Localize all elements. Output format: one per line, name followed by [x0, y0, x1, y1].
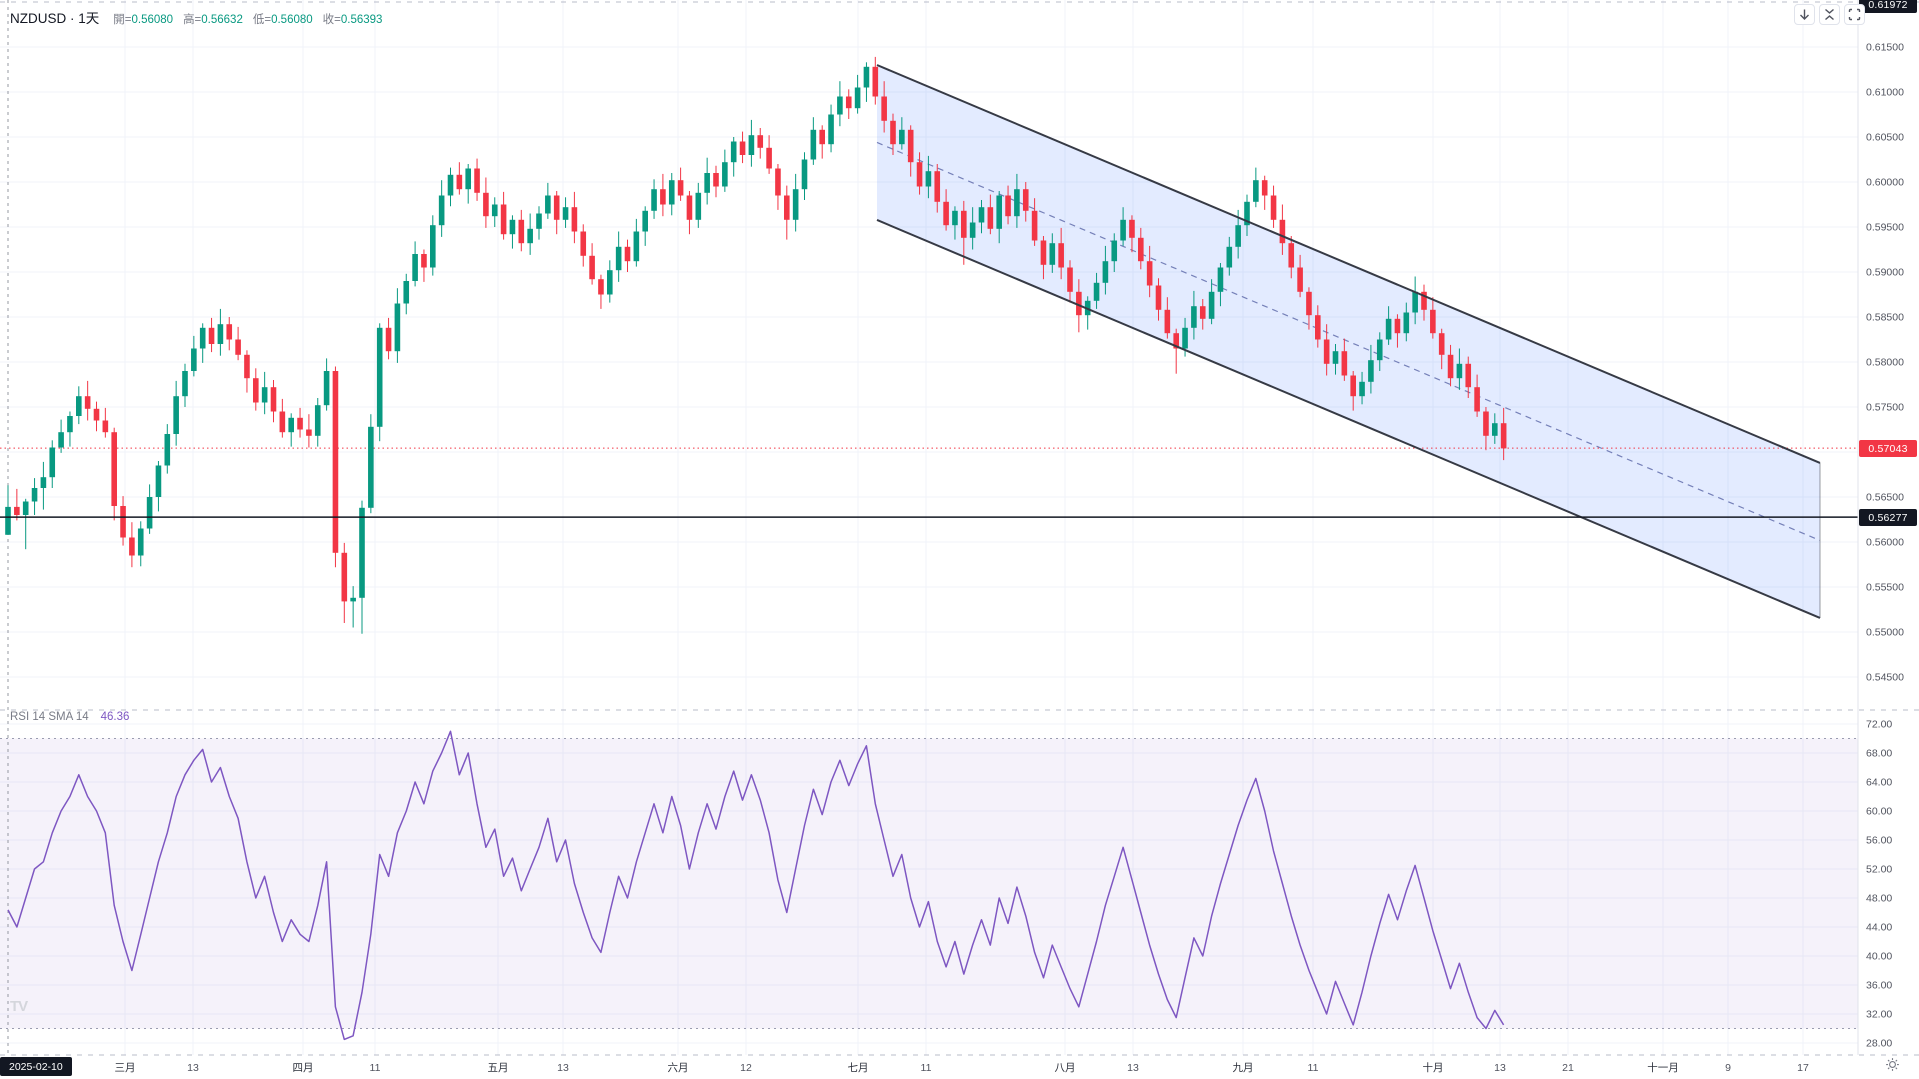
svg-text:13: 13 — [557, 1062, 569, 1074]
svg-text:三月: 三月 — [115, 1062, 136, 1074]
svg-text:32.00: 32.00 — [1866, 1009, 1892, 1021]
svg-text:17: 17 — [1797, 1062, 1809, 1074]
svg-text:八月: 八月 — [1055, 1062, 1076, 1074]
last-price-axis-label: 0.57043 — [1859, 440, 1917, 457]
svg-text:0.56000: 0.56000 — [1866, 537, 1904, 549]
ohlc-values: 開=0.56080 高=0.56632 低=0.56080 收=0.56393 — [113, 11, 382, 27]
maximize-pane-button[interactable] — [1844, 4, 1865, 25]
grid-lines — [0, 0, 1858, 1055]
top-price-axis-label: 0.61972 — [1859, 0, 1917, 13]
svg-text:9: 9 — [1725, 1062, 1731, 1074]
svg-text:四月: 四月 — [293, 1062, 314, 1074]
price-axis[interactable]: 0.61500 0.61000 0.60500 0.60000 0.59500 0.590… — [1866, 42, 1904, 684]
crosshair-date-label: 2025-02-10 — [0, 1057, 72, 1076]
svg-text:0.58000: 0.58000 — [1866, 357, 1904, 369]
low-label: 低= — [252, 14, 272, 26]
svg-text:40.00: 40.00 — [1866, 951, 1892, 963]
svg-text:十月: 十月 — [1423, 1061, 1444, 1074]
svg-text:11: 11 — [1308, 1062, 1319, 1074]
rsi-legend-title[interactable]: RSI 14 SMA 14 — [10, 711, 89, 723]
svg-text:12: 12 — [740, 1062, 752, 1074]
high-value: 0.56632 — [201, 14, 243, 26]
arrow-down-icon — [1798, 8, 1811, 21]
svg-text:60.00: 60.00 — [1866, 806, 1892, 818]
collapse-pane-icon — [1823, 8, 1836, 21]
svg-text:56.00: 56.00 — [1866, 835, 1892, 847]
collapse-pane-button[interactable] — [1819, 4, 1840, 25]
svg-text:0.57500: 0.57500 — [1866, 402, 1904, 414]
svg-text:0.61000: 0.61000 — [1866, 87, 1904, 99]
svg-text:11: 11 — [370, 1062, 381, 1074]
rsi-axis[interactable]: 72.00 68.00 64.00 60.00 56.00 52.00 48.00 44.00… — [1866, 719, 1892, 1050]
rsi-band — [0, 738, 1858, 1029]
rsi-line — [7, 730, 1505, 1041]
time-axis-settings-button[interactable] — [1882, 1057, 1902, 1077]
svg-text:28.00: 28.00 — [1866, 1038, 1892, 1050]
svg-text:九月: 九月 — [1233, 1062, 1254, 1074]
svg-text:0.59500: 0.59500 — [1866, 222, 1904, 234]
pane-separators — [0, 0, 1919, 1056]
descending-channel — [876, 65, 1821, 618]
svg-text:13: 13 — [1127, 1062, 1139, 1074]
svg-text:0.60500: 0.60500 — [1866, 132, 1904, 144]
svg-text:44.00: 44.00 — [1866, 922, 1892, 934]
svg-text:0.59000: 0.59000 — [1866, 267, 1904, 279]
svg-text:0.55000: 0.55000 — [1866, 627, 1904, 639]
rsi-pane-legend: RSI 14 SMA 14 46.36 — [10, 711, 129, 723]
svg-text:13: 13 — [187, 1062, 199, 1074]
svg-text:十一月: 十一月 — [1647, 1061, 1679, 1074]
rsi-legend-value: 46.36 — [100, 711, 130, 723]
maximize-pane-icon — [1848, 8, 1861, 21]
svg-text:11: 11 — [921, 1062, 932, 1074]
candles — [5, 56, 1507, 634]
close-value: 0.56393 — [340, 14, 383, 26]
close-label: 收= — [322, 14, 341, 26]
svg-text:0.55500: 0.55500 — [1866, 582, 1904, 594]
svg-text:64.00: 64.00 — [1866, 777, 1892, 789]
symbol-title[interactable]: NZDUSD · 1天 — [10, 11, 100, 26]
pane-controls — [1794, 4, 1865, 25]
main-pane-legend: NZDUSD · 1天 開=0.56080 高=0.56632 低=0.5608… — [10, 7, 382, 27]
svg-text:48.00: 48.00 — [1866, 893, 1892, 905]
svg-text:52.00: 52.00 — [1866, 864, 1892, 876]
low-value: 0.56080 — [271, 14, 313, 26]
gear-icon — [1885, 1057, 1900, 1077]
svg-text:36.00: 36.00 — [1866, 980, 1892, 992]
tradingview-logo: TV — [10, 998, 28, 1015]
svg-text:21: 21 — [1562, 1062, 1574, 1074]
move-pane-down-button[interactable] — [1794, 4, 1815, 25]
high-label: 高= — [183, 14, 202, 26]
svg-text:六月: 六月 — [668, 1062, 689, 1074]
svg-text:0.58500: 0.58500 — [1866, 312, 1904, 324]
open-value: 0.56080 — [131, 14, 174, 26]
svg-text:0.54500: 0.54500 — [1866, 672, 1904, 684]
svg-text:72.00: 72.00 — [1866, 719, 1892, 731]
svg-text:0.56500: 0.56500 — [1866, 492, 1904, 504]
svg-text:五月: 五月 — [488, 1062, 509, 1074]
svg-text:13: 13 — [1494, 1062, 1506, 1074]
svg-text:68.00: 68.00 — [1866, 748, 1892, 760]
svg-text:0.60000: 0.60000 — [1866, 177, 1904, 189]
svg-text:七月: 七月 — [848, 1062, 869, 1074]
crosshair-price-axis-label: 0.56277 — [1859, 509, 1917, 526]
open-label: 開= — [113, 14, 132, 26]
time-axis[interactable]: 三月 13 四月 11 五月 13 六月 12 七月 11 八月 13 九月 11 十月 13 21 十一月 9 17 — [115, 1061, 1809, 1074]
svg-text:0.61500: 0.61500 — [1866, 42, 1904, 54]
